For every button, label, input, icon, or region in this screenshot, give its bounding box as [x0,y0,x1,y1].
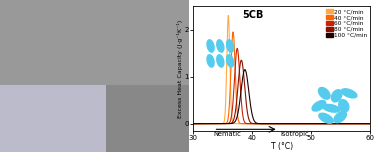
20 °C/min [191,123,195,125]
Ellipse shape [318,88,330,99]
Text: 5CB: 5CB [243,10,264,20]
80 °C/min [191,123,195,125]
X-axis label: T (°C): T (°C) [271,142,293,151]
Ellipse shape [334,111,346,123]
60 °C/min [191,123,195,125]
Line: 60 °C/min: 60 °C/min [193,48,370,124]
Ellipse shape [207,40,214,52]
Ellipse shape [323,104,340,112]
20 °C/min [368,123,373,125]
80 °C/min [259,123,263,125]
100 °C/min [345,123,350,125]
20 °C/min [365,123,369,125]
Ellipse shape [226,40,234,52]
60 °C/min [368,123,373,125]
Text: Nematic: Nematic [214,131,241,137]
40 °C/min [266,123,271,125]
40 °C/min [191,123,195,125]
60 °C/min [338,123,342,125]
40 °C/min [365,123,369,125]
20 °C/min [211,123,215,125]
Ellipse shape [339,100,349,112]
100 °C/min [191,123,195,125]
60 °C/min [211,123,215,125]
Line: 40 °C/min: 40 °C/min [193,32,370,124]
20 °C/min [221,122,226,124]
Ellipse shape [217,55,224,67]
100 °C/min [259,123,263,125]
40 °C/min [231,31,235,33]
20 °C/min [259,123,263,125]
Y-axis label: Excess Heat Capacity (J·g⁻¹K⁻¹): Excess Heat Capacity (J·g⁻¹K⁻¹) [177,19,183,117]
80 °C/min [239,59,244,61]
60 °C/min [345,123,350,125]
100 °C/min [266,123,271,125]
Legend: 20 °C/min, 40 °C/min, 60 °C/min, 80 °C/min, 100 °C/min: 20 °C/min, 40 °C/min, 60 °C/min, 80 °C/m… [326,9,367,38]
Line: 20 °C/min: 20 °C/min [193,16,370,124]
80 °C/min [221,123,226,125]
Ellipse shape [226,55,234,67]
Ellipse shape [312,100,326,111]
60 °C/min [221,123,226,125]
80 °C/min [365,123,369,125]
Text: Isotropic: Isotropic [280,131,309,137]
Bar [0,85,106,152]
40 °C/min [368,123,373,125]
80 °C/min [345,123,350,125]
40 °C/min [211,123,215,125]
Line: 100 °C/min: 100 °C/min [193,70,370,124]
Bar [0,0,189,85]
60 °C/min [235,47,240,49]
Ellipse shape [332,90,342,102]
20 °C/min [226,15,231,16]
20 °C/min [266,123,271,125]
40 °C/min [345,123,350,125]
100 °C/min [243,69,247,71]
Ellipse shape [207,55,214,67]
40 °C/min [221,123,226,125]
80 °C/min [266,123,271,125]
100 °C/min [211,123,215,125]
40 °C/min [311,123,315,125]
100 °C/min [365,123,369,125]
Ellipse shape [341,89,357,98]
100 °C/min [221,123,226,125]
80 °C/min [211,123,215,125]
40 °C/min [259,123,263,125]
80 °C/min [368,123,373,125]
60 °C/min [365,123,369,125]
60 °C/min [266,123,271,125]
Line: 80 °C/min: 80 °C/min [193,60,370,124]
Ellipse shape [217,40,224,52]
100 °C/min [368,123,373,125]
80 °C/min [365,123,369,125]
60 °C/min [259,123,263,125]
Ellipse shape [319,113,333,123]
20 °C/min [345,123,350,125]
20 °C/min [283,123,288,125]
